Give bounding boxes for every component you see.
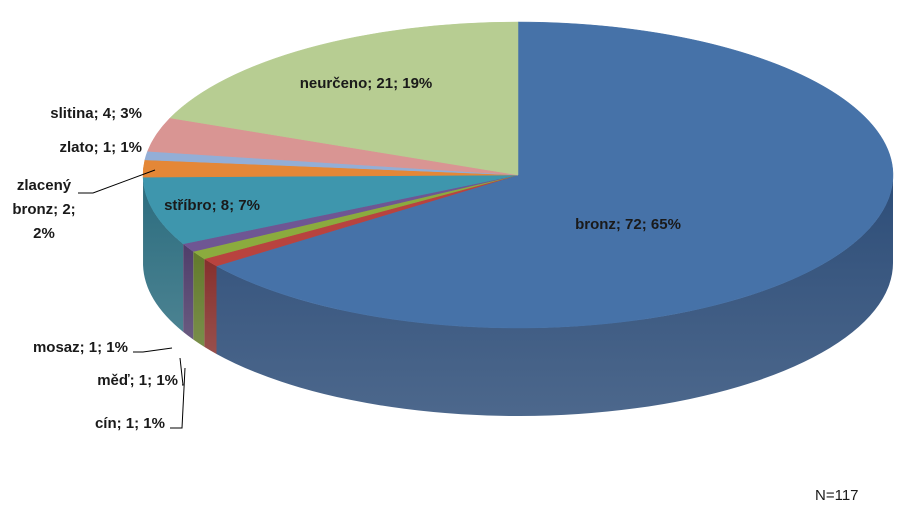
data-label-neurceno: neurčeno; 21; 19% <box>300 75 433 92</box>
pie-slice-bronz <box>215 21 894 329</box>
data-label-zlaceny-line: bronz; 2; <box>12 201 75 218</box>
pie-slice-neurceno <box>169 21 519 176</box>
leader-line-mosaz <box>133 347 173 353</box>
data-label-zlaceny: zlacený bronz; 2; 2% <box>12 177 75 242</box>
pie-side-mosaz <box>183 243 194 340</box>
data-label-zlaceny-line: 2% <box>33 225 55 242</box>
data-label-zlato: zlato; 1; 1% <box>59 139 142 156</box>
data-label-med: měď; 1; 1% <box>97 372 178 389</box>
data-label-stribro: stříbro; 8; 7% <box>164 197 260 214</box>
leader-line-cin <box>170 367 186 429</box>
pie-side-bronz <box>216 175 893 416</box>
pie-side-stribro <box>143 177 184 332</box>
data-label-zlaceny-line: zlacený <box>17 177 72 194</box>
pie-slice-stribro <box>142 174 519 245</box>
data-label-mosaz: mosaz; 1; 1% <box>33 339 128 356</box>
data-label-cin: cín; 1; 1% <box>95 415 165 432</box>
leader-line-med <box>179 357 184 386</box>
data-label-bronz: bronz; 72; 65% <box>575 216 681 233</box>
data-label-slitina: slitina; 4; 3% <box>50 105 142 122</box>
pie-side-cin <box>204 258 217 354</box>
pie-side-med <box>193 251 205 347</box>
leader-line-zlaceny <box>78 169 156 194</box>
sample-size-note: N=117 <box>815 487 859 504</box>
